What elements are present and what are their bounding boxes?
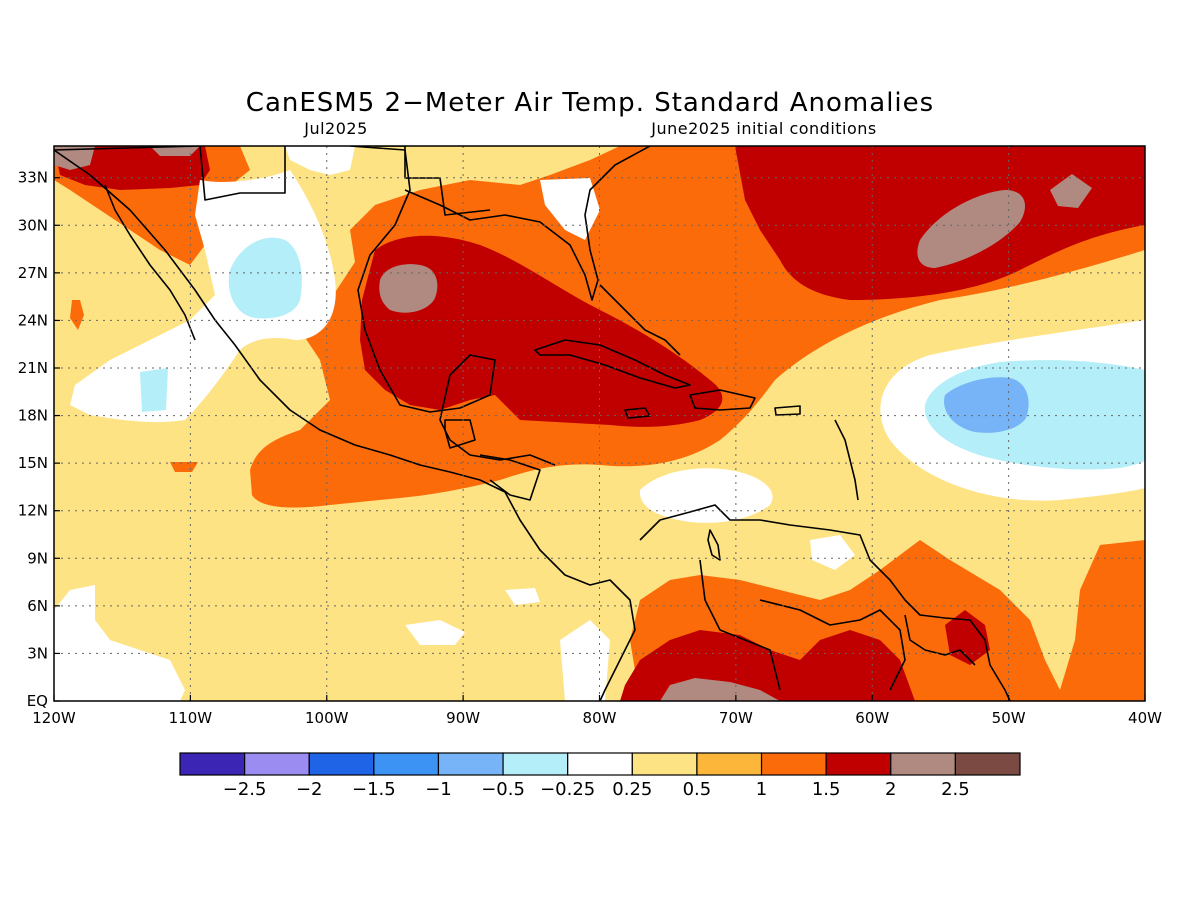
anomaly-region-white-caribbean xyxy=(639,468,773,523)
colorbar-label: −0.25 xyxy=(540,779,595,800)
anomaly-region-white-venezuela xyxy=(810,535,855,570)
colorbar-swatch xyxy=(631,752,698,776)
coastline-lake-maracaibo xyxy=(707,529,721,561)
colorbar-label: 0.5 xyxy=(683,779,712,800)
anomaly-region-cyan-pacific xyxy=(140,368,168,412)
border-guianas xyxy=(904,614,976,666)
anomaly-region-red-nw xyxy=(54,146,210,190)
anomaly-region-white-pacific-2 xyxy=(505,588,540,605)
lat-tick-label: 33N xyxy=(18,169,48,187)
lon-tick-label: 60W xyxy=(855,709,889,727)
anomaly-region-brown-gulf xyxy=(379,264,438,313)
colorbar-label: 1.5 xyxy=(812,779,841,800)
lat-tick-label: 24N xyxy=(18,311,48,329)
border-texas xyxy=(375,146,491,216)
border-central-america xyxy=(479,454,541,501)
colorbar-label: −0.5 xyxy=(481,779,525,800)
coastline-south-america xyxy=(639,504,1011,701)
colorbar-swatch xyxy=(954,752,1021,776)
colorbar-swatch xyxy=(179,752,246,776)
colorbar-swatch xyxy=(502,752,569,776)
coastline-cuba xyxy=(534,339,691,389)
colorbar-swatch xyxy=(437,752,504,776)
colorbar-label: −2 xyxy=(296,779,323,800)
lat-tick-label: 6N xyxy=(27,597,48,615)
colorbar-label: 1 xyxy=(756,779,767,800)
colorbar-swatch xyxy=(244,752,310,776)
colorbar-swatch xyxy=(890,752,956,776)
colorbar-labels: −2.5 −2 −1.5 −1 −0.5 −0.25 0.25 0.5 1 1.5 2 2.5 xyxy=(223,779,970,800)
colorbar-label: 0.25 xyxy=(612,779,652,800)
colorbar-swatch xyxy=(373,752,440,776)
colorbar-label: 2 xyxy=(885,779,896,800)
coastline-gulf-of-mexico xyxy=(349,146,556,466)
map-title: CanESM5 2−Meter Air Temp. Standard Anoma… xyxy=(246,88,934,118)
lon-tick-label: 100W xyxy=(305,709,349,727)
anomaly-region-brown-south-america xyxy=(660,678,780,701)
coastline-hispaniola xyxy=(689,389,756,411)
coastline-puerto-rico xyxy=(774,405,801,416)
anomaly-region-white-pacific-1 xyxy=(405,620,465,645)
anomaly-region-brown-nw-1 xyxy=(54,146,95,170)
lon-tick-label: 80W xyxy=(583,709,617,727)
anomaly-region-white-florida xyxy=(540,178,600,240)
anomaly-region-orange-small-2 xyxy=(170,462,198,472)
valid-month-label: Jul2025 xyxy=(303,119,368,138)
initial-conditions-label: June2025 initial conditions xyxy=(650,119,877,138)
lon-tick-label: 90W xyxy=(446,709,480,727)
lat-tick-label: 27N xyxy=(18,264,48,282)
lat-tick-label: 12N xyxy=(18,502,48,520)
border-colombia-venezuela xyxy=(699,559,781,691)
lat-tick-label: 18N xyxy=(18,407,48,425)
anomaly-region-white-mexico xyxy=(70,170,336,423)
coastline-mexico-central-america xyxy=(54,149,636,701)
anomaly-region-brown-atlantic-1 xyxy=(917,190,1025,268)
lon-tick-label: 120W xyxy=(32,709,76,727)
latitude-ticks: EQ 3N 6N 9N 12N 15N 18N 21N 24N 27N 30N 33N xyxy=(18,169,60,710)
lat-tick-label: 15N xyxy=(18,454,48,472)
anomaly-region-red-gulf-caribbean xyxy=(360,235,723,427)
colorbar-swatch xyxy=(760,752,827,776)
colorbar-swatch xyxy=(567,752,633,776)
colorbar-swatch xyxy=(308,752,375,776)
lat-tick-label: 30N xyxy=(18,216,48,234)
anomaly-region-blue-atlantic xyxy=(944,377,1029,433)
colorbar xyxy=(179,752,1021,776)
anomaly-region-white-panama xyxy=(560,620,610,701)
colorbar-swatch xyxy=(696,752,763,776)
lon-tick-label: 40W xyxy=(1128,709,1162,727)
lesser-antilles xyxy=(834,419,859,501)
lat-tick-label: 9N xyxy=(27,549,48,567)
coastline-baja-california xyxy=(104,184,196,341)
longitude-ticks: 120W 110W 100W 90W 80W 70W 60W 50W 40W xyxy=(32,695,1162,727)
colorbar-label: −2.5 xyxy=(223,779,267,800)
anomaly-map xyxy=(54,146,1145,701)
lat-tick-label: 3N xyxy=(27,644,48,662)
anomaly-region-white-texas xyxy=(285,146,355,175)
anomaly-region-brown-nw-2 xyxy=(150,146,200,156)
lon-tick-label: 50W xyxy=(992,709,1026,727)
border-venezuela-brazil xyxy=(759,599,906,691)
anomaly-region-brown-atlantic-2 xyxy=(1050,174,1092,208)
anomaly-region-white-pacific-south xyxy=(54,585,185,701)
lat-tick-label: 21N xyxy=(18,359,48,377)
lon-tick-label: 70W xyxy=(719,709,753,727)
lat-tick-label: EQ xyxy=(27,692,48,710)
lon-tick-label: 110W xyxy=(169,709,213,727)
colorbar-label: 2.5 xyxy=(941,779,970,800)
colorbar-label: −1 xyxy=(425,779,452,800)
colorbar-label: −1.5 xyxy=(352,779,396,800)
anomaly-region-cyan-mexico xyxy=(228,237,302,319)
anomaly-region-orange-small-1 xyxy=(70,300,84,330)
colorbar-swatch xyxy=(825,752,892,776)
border-guatemala xyxy=(444,419,476,449)
coastline-outlines xyxy=(54,146,1011,701)
bahamas xyxy=(599,284,681,356)
coastline-us-gulf xyxy=(404,146,651,301)
